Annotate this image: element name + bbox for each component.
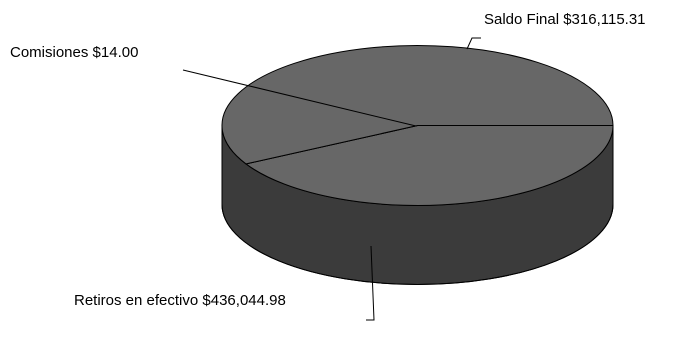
leader-line-retiros-en-efectivo [366, 245, 375, 321]
slice-label-retiros-en-efectivo: Retiros en efectivo $436,044.98 [74, 292, 286, 309]
pie-bottom-rim [221, 204, 614, 285]
slice-label-comisiones: Comisiones $14.00 [10, 44, 138, 61]
slice-label-saldo-final: Saldo Final $316,115.31 [484, 11, 646, 28]
pie-slice-saldo-final [244, 125, 614, 206]
leader-line-saldo-final [466, 37, 481, 50]
pie-slice-retiros-en-efectivo [221, 45, 614, 165]
leader-line-comisiones [182, 69, 417, 127]
